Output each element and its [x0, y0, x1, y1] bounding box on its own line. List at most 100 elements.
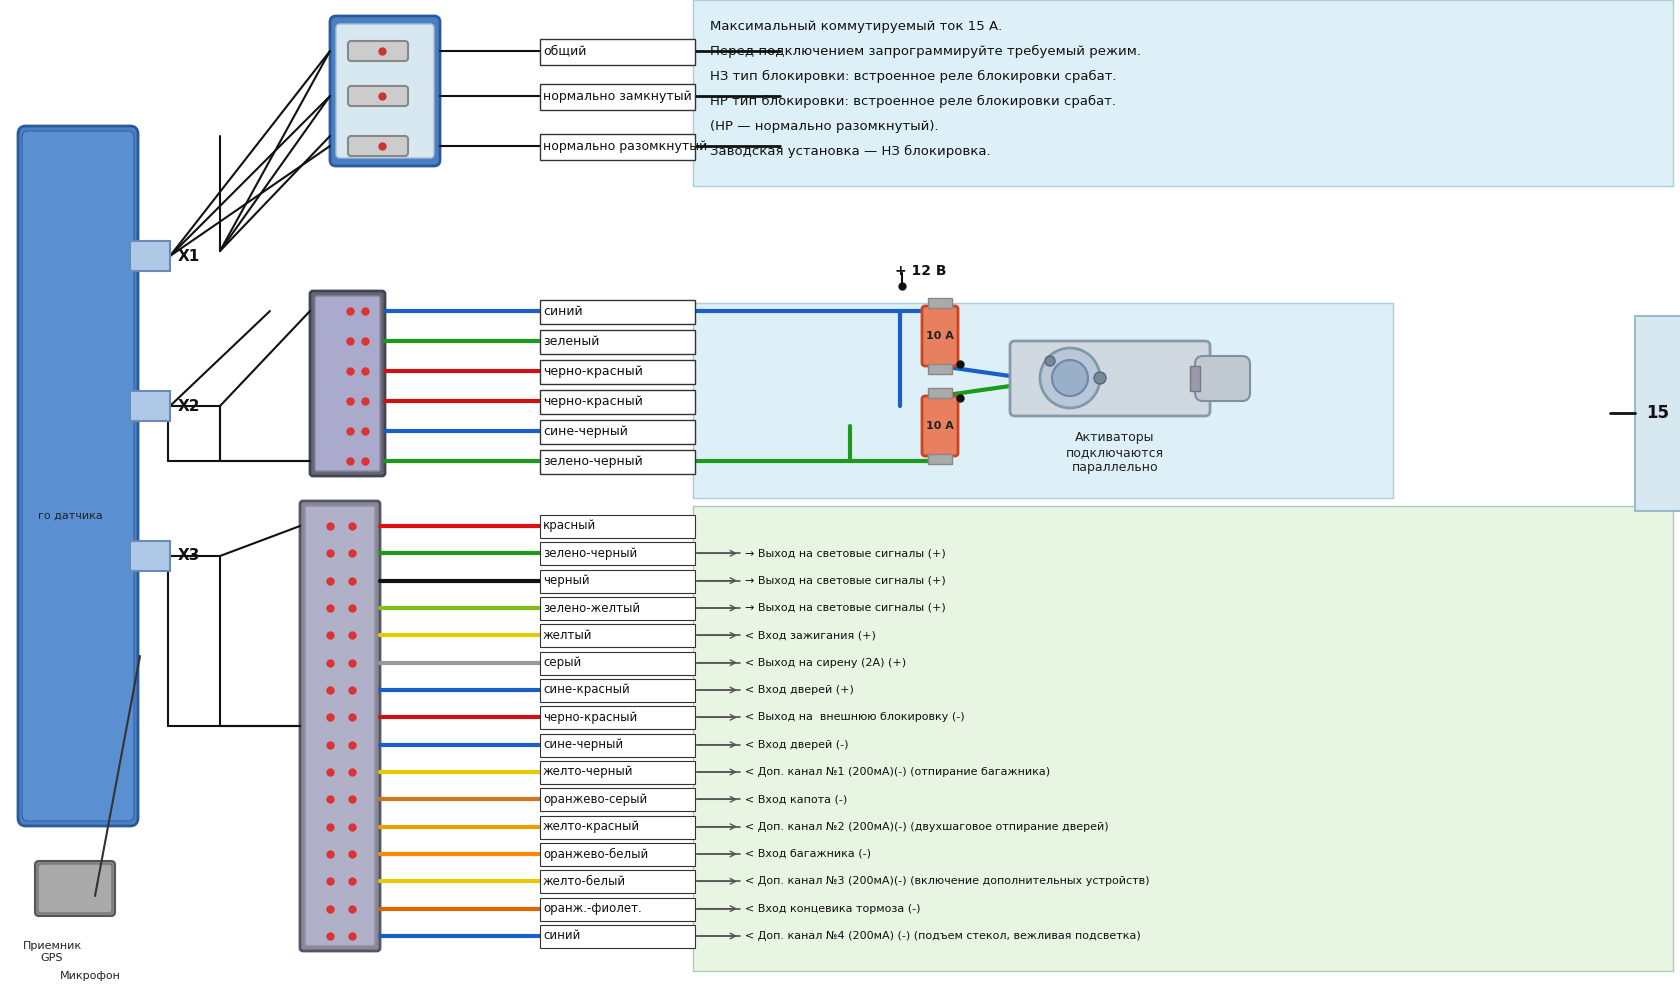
FancyBboxPatch shape — [336, 24, 433, 158]
Bar — [129, 541, 170, 571]
Bar — [539, 39, 694, 65]
FancyBboxPatch shape — [314, 296, 380, 471]
Bar — [1635, 316, 1680, 511]
Text: Микрофон: Микрофон — [59, 971, 121, 981]
Text: Максимальный коммутируемый ток 15 А.: Максимальный коммутируемый ток 15 А. — [709, 19, 1001, 32]
Text: + 12 В: + 12 В — [894, 264, 946, 278]
Text: < Выход на  внешнюю блокировку (-): < Выход на внешнюю блокировку (-) — [744, 712, 964, 722]
Bar — [539, 897, 694, 920]
Text: черно-красный: черно-красный — [543, 711, 637, 724]
FancyBboxPatch shape — [329, 16, 440, 166]
Text: → Выход на световые сигналы (+): → Выход на световые сигналы (+) — [744, 575, 946, 585]
FancyBboxPatch shape — [921, 396, 958, 456]
Text: < Вход багажника (-): < Вход багажника (-) — [744, 849, 870, 859]
Text: X1: X1 — [178, 248, 200, 264]
Text: сине-красный: сине-красный — [543, 683, 630, 696]
Text: 10 А: 10 А — [926, 421, 953, 431]
Text: желтый: желтый — [543, 629, 591, 642]
Text: нормально разомкнутый: нормально разомкнутый — [543, 140, 707, 153]
Bar — [539, 706, 694, 729]
Text: оранжево-белый: оранжево-белый — [543, 847, 648, 860]
Bar — [927, 388, 951, 398]
FancyBboxPatch shape — [299, 501, 380, 951]
Text: < Доп. канал №4 (200мА) (-) (подъем стекол, вежливая подсветка): < Доп. канал №4 (200мА) (-) (подъем стек… — [744, 931, 1141, 941]
Bar — [539, 330, 694, 354]
Text: нормально замкнутый: нормально замкнутый — [543, 90, 692, 103]
Bar — [539, 300, 694, 324]
Circle shape — [1045, 356, 1055, 366]
Text: оранжево-серый: оранжево-серый — [543, 793, 647, 806]
FancyBboxPatch shape — [39, 864, 113, 913]
Text: желто-черный: желто-черный — [543, 766, 633, 779]
Text: черный: черный — [543, 574, 590, 588]
Text: Приемник
GPS: Приемник GPS — [22, 941, 82, 963]
Bar — [927, 454, 951, 464]
Text: < Доп. канал №2 (200мА)(-) (двухшаговое отпирание дверей): < Доп. канал №2 (200мА)(-) (двухшаговое … — [744, 822, 1109, 832]
Bar — [1189, 366, 1200, 391]
Bar — [539, 789, 694, 811]
Bar — [539, 761, 694, 784]
Text: черно-красный: черно-красный — [543, 364, 642, 377]
Bar — [539, 625, 694, 647]
Text: черно-красный: черно-красный — [543, 394, 642, 407]
Text: зелено-желтый: зелено-желтый — [543, 602, 640, 615]
FancyBboxPatch shape — [35, 861, 114, 916]
Text: желто-красный: желто-красный — [543, 820, 640, 833]
FancyBboxPatch shape — [348, 136, 408, 156]
Text: зеленый: зеленый — [543, 335, 600, 347]
FancyBboxPatch shape — [348, 41, 408, 61]
Bar — [539, 83, 694, 110]
Circle shape — [1040, 348, 1099, 408]
Bar — [539, 515, 694, 538]
Text: оранж.-фиолет.: оранж.-фиолет. — [543, 902, 642, 915]
Bar — [539, 542, 694, 565]
Text: синий: синий — [543, 930, 580, 943]
Text: синий: синий — [543, 305, 583, 318]
Text: Заводская установка — НЗ блокировка.: Заводская установка — НЗ блокировка. — [709, 145, 990, 158]
Text: (НР — нормально разомкнутый).: (НР — нормально разомкнутый). — [709, 120, 937, 133]
Bar — [539, 652, 694, 675]
Bar — [692, 506, 1672, 971]
Text: серый: серый — [543, 656, 581, 669]
Bar — [692, 0, 1672, 186]
FancyBboxPatch shape — [304, 506, 375, 946]
Bar — [927, 298, 951, 308]
Bar — [539, 134, 694, 160]
FancyBboxPatch shape — [309, 291, 385, 476]
Text: зелено-черный: зелено-черный — [543, 547, 637, 559]
Text: 10 А: 10 А — [926, 331, 953, 341]
Text: желто-белый: желто-белый — [543, 875, 625, 888]
Text: Активаторы
подключаются
параллельно: Активаторы подключаются параллельно — [1065, 431, 1163, 474]
Text: го датчика: го датчика — [39, 511, 102, 521]
FancyBboxPatch shape — [348, 86, 408, 106]
Bar — [692, 303, 1393, 498]
Bar — [539, 420, 694, 444]
Circle shape — [1052, 360, 1087, 396]
Text: < Вход капота (-): < Вход капота (-) — [744, 795, 847, 805]
Bar — [539, 390, 694, 414]
Text: < Доп. канал №1 (200мА)(-) (отпирание багажника): < Доп. канал №1 (200мА)(-) (отпирание ба… — [744, 767, 1050, 777]
Bar — [129, 241, 170, 271]
Text: < Вход концевика тормоза (-): < Вход концевика тормоза (-) — [744, 903, 921, 913]
Text: X3: X3 — [178, 548, 200, 563]
Text: зелено-черный: зелено-черный — [543, 455, 642, 468]
Circle shape — [1094, 372, 1105, 384]
FancyBboxPatch shape — [22, 131, 134, 821]
Bar — [539, 679, 694, 702]
Bar — [539, 925, 694, 948]
Bar — [129, 391, 170, 421]
Bar — [539, 816, 694, 839]
Text: общий: общий — [543, 44, 586, 57]
Bar — [539, 597, 694, 620]
FancyBboxPatch shape — [1194, 356, 1250, 401]
Text: < Вход зажигания (+): < Вход зажигания (+) — [744, 631, 875, 641]
Text: X2: X2 — [178, 398, 200, 413]
Text: НР тип блокировки: встроенное реле блокировки срабат.: НР тип блокировки: встроенное реле блоки… — [709, 95, 1116, 108]
Text: 15: 15 — [1645, 404, 1668, 422]
Bar — [539, 450, 694, 474]
Bar — [539, 843, 694, 866]
Bar — [539, 870, 694, 893]
Text: Перед подключением запрограммируйте требуемый режим.: Перед подключением запрограммируйте треб… — [709, 44, 1141, 57]
Text: < Выход на сирену (2А) (+): < Выход на сирену (2А) (+) — [744, 658, 906, 668]
Text: сине-черный: сине-черный — [543, 425, 628, 438]
